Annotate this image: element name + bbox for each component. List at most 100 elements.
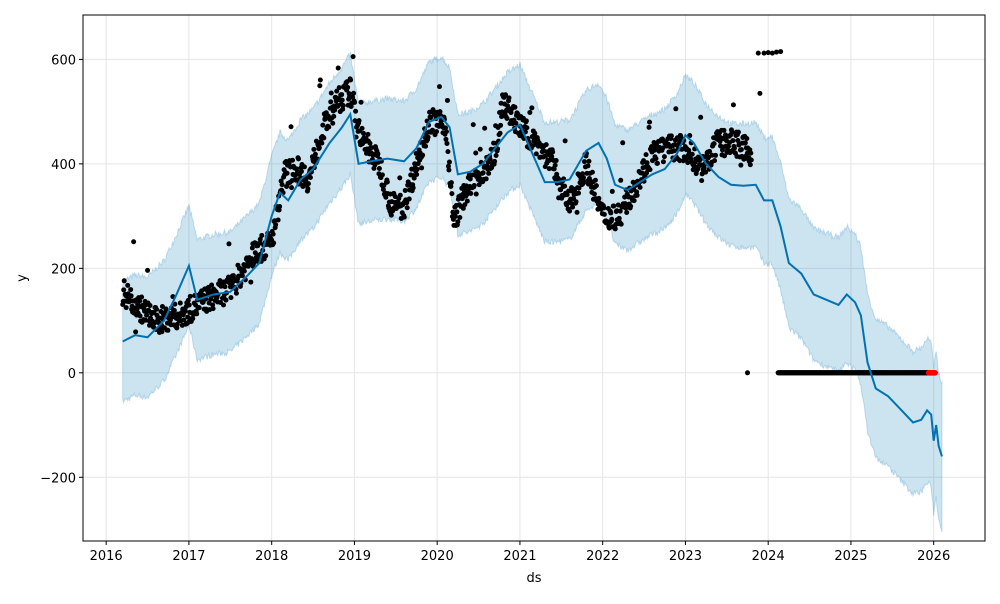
observed-point	[498, 122, 504, 128]
observed-point	[270, 231, 276, 237]
observed-point	[731, 145, 737, 151]
observed-point	[319, 140, 325, 146]
x-tick-label: 2022	[586, 549, 619, 564]
observed-point	[644, 160, 650, 166]
observed-point	[725, 143, 731, 149]
observed-point	[628, 203, 634, 209]
observed-point	[125, 282, 131, 288]
observed-point	[462, 202, 468, 208]
observed-point	[275, 217, 281, 223]
observed-point	[414, 166, 420, 172]
forecast-line	[122, 111, 943, 457]
observed-point	[707, 148, 713, 154]
observed-point	[467, 176, 473, 182]
observed-point	[317, 83, 323, 89]
observed-point	[444, 97, 450, 103]
observed-point	[365, 131, 371, 137]
observed-point	[591, 191, 597, 197]
observed-point	[442, 125, 448, 131]
observed-point	[137, 298, 143, 304]
observed-point	[529, 105, 535, 111]
observed-point	[331, 113, 337, 119]
observed-point	[552, 162, 558, 168]
observed-point	[576, 190, 582, 196]
observed-point	[172, 301, 178, 307]
observed-point	[223, 297, 229, 303]
observed-point	[134, 306, 140, 312]
observed-point	[471, 183, 477, 189]
uncertainty-band-area	[122, 51, 943, 533]
observed-point	[609, 188, 615, 194]
observed-point	[778, 49, 784, 55]
observed-point	[546, 166, 552, 172]
observed-point	[616, 215, 622, 221]
observed-point	[486, 170, 492, 176]
observed-point	[187, 293, 193, 299]
observed-point	[601, 211, 607, 217]
observed-point	[404, 205, 410, 211]
observed-point	[523, 118, 529, 124]
observed-point	[174, 325, 180, 331]
observed-point	[609, 216, 615, 222]
observed-point	[576, 185, 582, 191]
observed-point	[503, 92, 509, 98]
x-tick-label: 2019	[338, 549, 371, 564]
observed-point	[668, 133, 674, 139]
observed-point	[562, 138, 568, 144]
observed-point	[443, 136, 449, 142]
observed-point	[742, 140, 748, 146]
observed-point	[153, 306, 159, 312]
observed-point	[340, 102, 346, 108]
observed-point	[414, 171, 420, 177]
observed-point	[298, 168, 304, 174]
observed-point	[307, 174, 313, 180]
observed-point	[549, 154, 555, 160]
observed-point	[721, 153, 727, 159]
axis-ticks: 2016 2017 2018 2019 2020 2021 2022 2023 2024 2025…	[40, 53, 950, 564]
observed-point	[748, 150, 754, 156]
observed-point	[730, 102, 736, 108]
observed-point	[497, 130, 503, 136]
observed-point	[334, 88, 340, 94]
observed-point	[430, 127, 436, 133]
observed-point	[209, 282, 215, 288]
observed-point	[174, 321, 180, 327]
x-tick-label: 2017	[172, 549, 205, 564]
observed-point	[454, 209, 460, 215]
observed-point	[459, 196, 465, 202]
observed-point	[703, 169, 709, 175]
observed-point	[580, 175, 586, 181]
observed-point	[131, 239, 137, 245]
observed-point	[445, 163, 451, 169]
observed-point	[301, 164, 307, 170]
observed-point	[504, 115, 510, 121]
observed-point	[508, 110, 514, 116]
observed-point	[358, 99, 364, 105]
observed-point	[379, 172, 385, 178]
observed-point	[147, 303, 153, 309]
observed-point	[321, 135, 327, 141]
observed-point	[738, 147, 744, 153]
observed-point	[761, 50, 767, 56]
observed-point	[133, 329, 139, 335]
observed-point	[348, 77, 354, 83]
observed-point	[476, 182, 482, 188]
observed-point	[634, 192, 640, 198]
observed-point	[589, 169, 595, 175]
observed-point	[744, 150, 750, 156]
observed-point	[617, 208, 623, 214]
observed-point	[747, 162, 753, 168]
observed-point	[745, 370, 751, 376]
observed-point	[445, 149, 451, 155]
observed-point	[620, 140, 626, 146]
observed-point	[464, 198, 470, 204]
observed-point	[593, 183, 599, 189]
observed-point	[506, 95, 512, 101]
observed-point	[411, 175, 417, 181]
observed-point	[412, 161, 418, 167]
observed-point	[738, 162, 744, 168]
observed-point	[336, 85, 342, 91]
observed-point	[210, 302, 216, 308]
observed-point	[585, 163, 591, 169]
observed-point	[326, 124, 332, 130]
